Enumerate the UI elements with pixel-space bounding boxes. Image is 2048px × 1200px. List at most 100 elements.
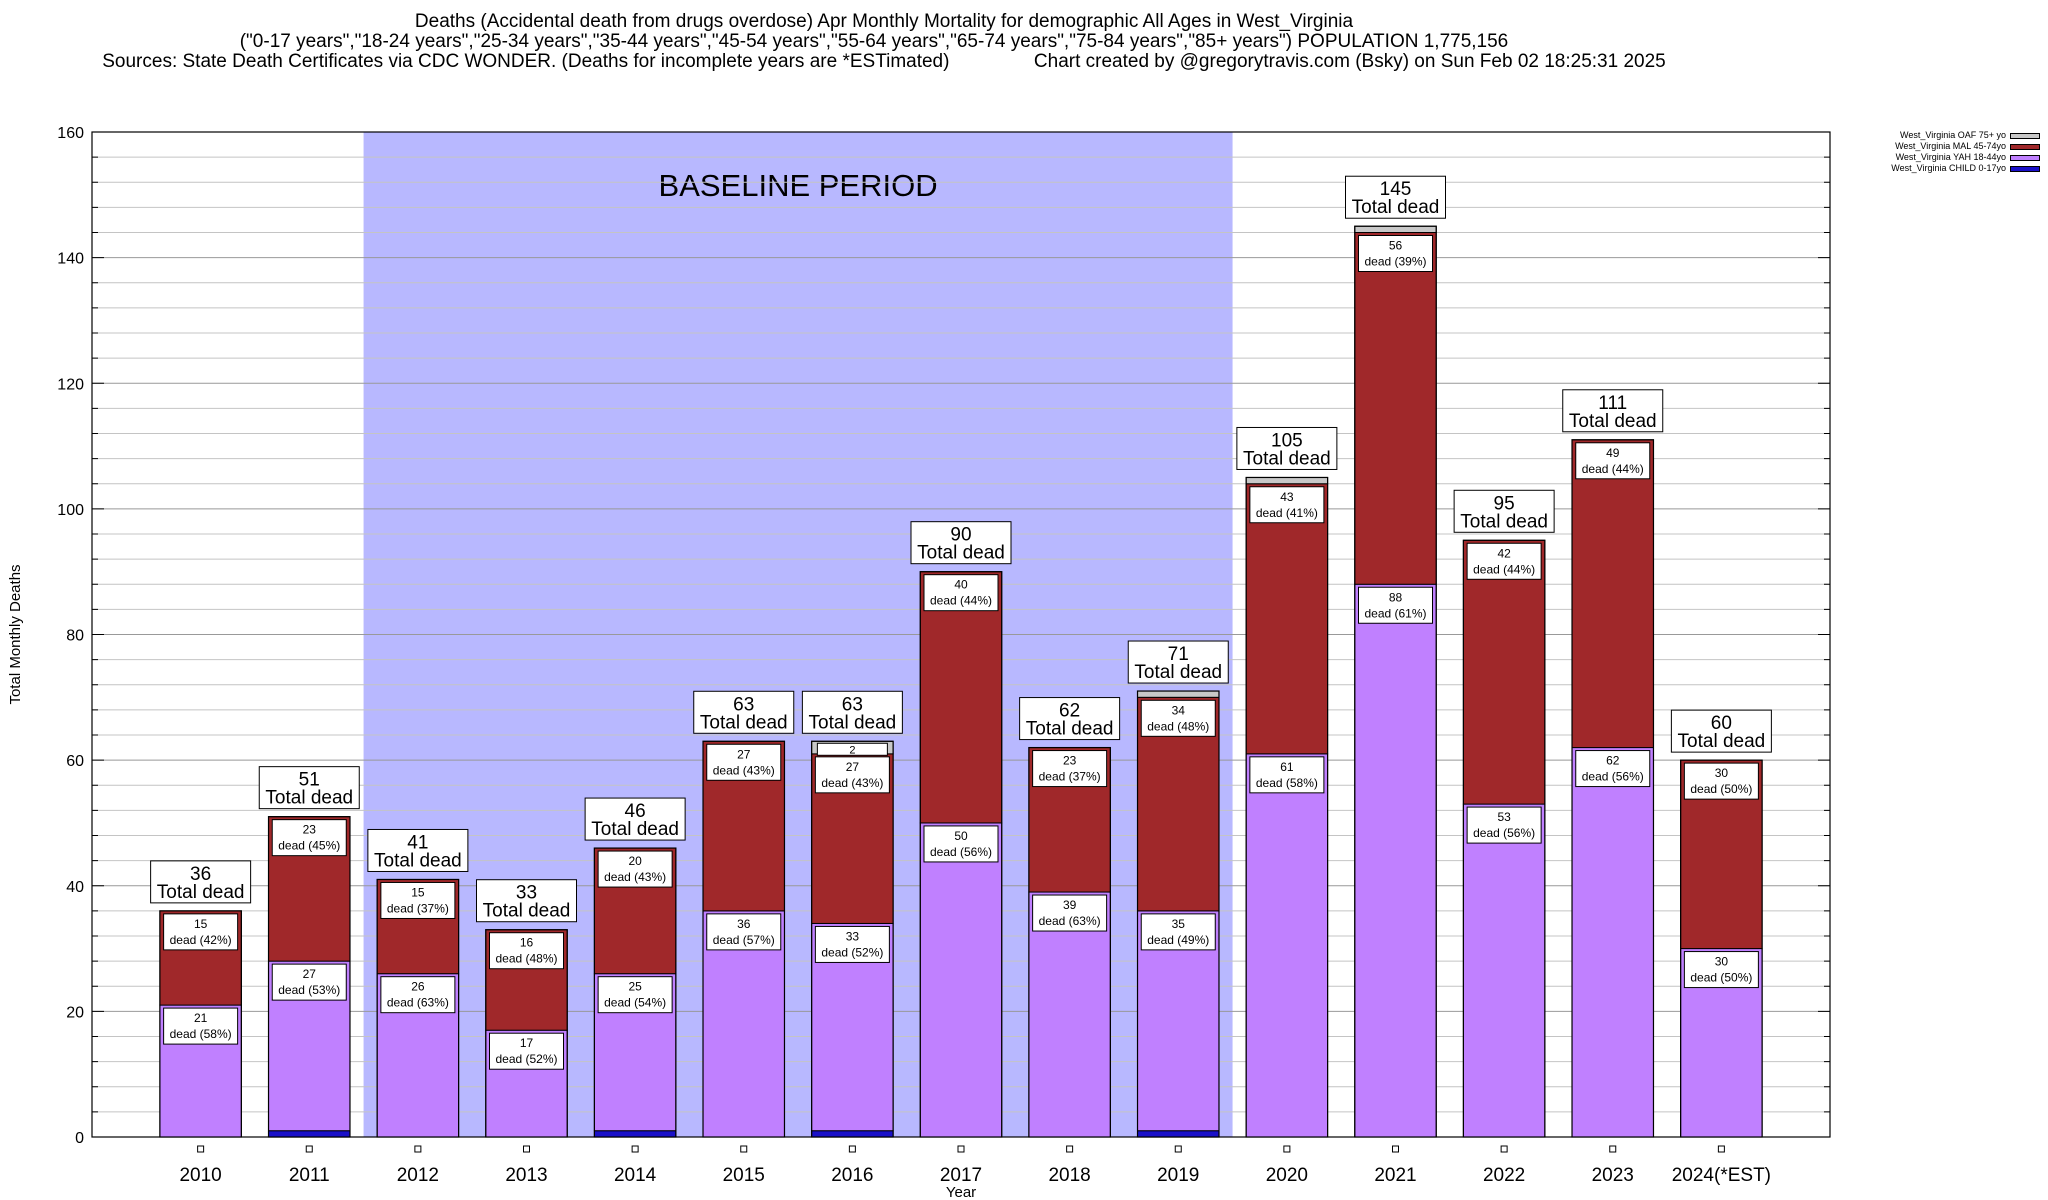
mal-label-pct: dead (44%) (1582, 462, 1644, 476)
mal-label-value: 20 (628, 854, 642, 868)
total-value: 63 (842, 694, 863, 715)
mal-label-box (1466, 542, 1542, 580)
bar-segment-child (811, 1130, 894, 1138)
x-tick-label: 2024(*EST) (1672, 1165, 1771, 1186)
total-suffix: Total dead (809, 712, 897, 733)
yah-label-pct: dead (52%) (821, 945, 883, 959)
x-tick-label: 2022 (1483, 1165, 1525, 1186)
mal-label-pct: dead (37%) (387, 901, 449, 915)
yah-label-pct: dead (56%) (930, 845, 992, 859)
total-value: 41 (407, 832, 428, 853)
bar-outline (1680, 759, 1763, 1138)
total-suffix: Total dead (1243, 448, 1331, 469)
chart-source-line: Sources: State Death Certificates via CD… (102, 51, 1666, 72)
yah-label-box (163, 1007, 239, 1045)
bar-outline (1245, 476, 1329, 1138)
yah-label-value: 50 (954, 829, 968, 843)
total-value: 51 (299, 770, 320, 791)
yah-label-value: 21 (194, 1011, 208, 1025)
y-tick-label: 60 (66, 753, 84, 770)
yah-label-box (1032, 894, 1108, 932)
mal-label-value: 42 (1497, 546, 1511, 560)
legend-swatch (2010, 132, 2040, 139)
mal-label-value: 30 (1715, 766, 1729, 780)
x-marker (740, 1145, 748, 1153)
mal-label-value: 43 (1280, 490, 1294, 504)
bar-segment-child (1137, 1130, 1220, 1138)
chart-subtitle: ("0-17 years","18-24 years","25-34 years… (239, 31, 1509, 52)
total-label-box (1562, 389, 1664, 433)
total-label-box (367, 828, 469, 872)
bar-segment-mal (1245, 483, 1329, 755)
x-marker (957, 1145, 965, 1153)
total-label-box (801, 690, 903, 734)
yah-label-value: 30 (1715, 955, 1729, 969)
mal-label-box (1249, 486, 1325, 524)
total-suffix: Total dead (700, 712, 788, 733)
total-suffix: Total dead (1678, 731, 1766, 752)
total-suffix: Total dead (917, 543, 1005, 564)
x-tick-label: 2015 (723, 1165, 765, 1186)
bar-outline (485, 929, 568, 1138)
yah-label-box (1249, 756, 1325, 794)
yah-label-value: 88 (1389, 590, 1403, 604)
x-marker (1609, 1145, 1617, 1153)
total-value: 33 (516, 883, 537, 904)
x-tick-label: 2012 (397, 1165, 439, 1186)
yah-label-pct: dead (50%) (1690, 971, 1752, 985)
mal-label-value: 27 (846, 760, 860, 774)
mal-label-box (489, 932, 564, 970)
mal-label-pct: dead (37%) (1039, 770, 1101, 784)
mal-label-pct: dead (44%) (930, 594, 992, 608)
bar-outline (159, 910, 242, 1138)
bar-segment-child (268, 1130, 351, 1138)
legend-label: West_Virginia MAL 45-74yo (1895, 141, 2006, 151)
yah-label-box (1358, 586, 1433, 624)
total-label-box (1345, 175, 1446, 219)
total-value: 36 (190, 864, 211, 885)
mal-label-pct: dead (45%) (278, 839, 340, 853)
legend-label: West_Virginia OAF 75+ yo (1900, 130, 2006, 140)
mal-label-pct: dead (48%) (495, 952, 557, 966)
mal-label-box (380, 881, 456, 919)
x-tick-label: 2017 (940, 1165, 982, 1186)
mal-label-box (706, 743, 782, 781)
bar-segment-yah (1354, 583, 1437, 1138)
mal-label-box (923, 574, 999, 612)
total-suffix: Total dead (1569, 411, 1657, 432)
yah-label-box (814, 925, 890, 963)
bar-outline (919, 571, 1003, 1138)
yah-label-pct: dead (56%) (1473, 826, 1535, 840)
total-suffix: Total dead (591, 819, 679, 840)
bar-outline (593, 847, 677, 1138)
total-value: 71 (1168, 644, 1189, 665)
yah-label-value: 39 (1063, 898, 1077, 912)
mal-label-value: 56 (1389, 239, 1403, 253)
x-marker (848, 1145, 856, 1153)
total-suffix: Total dead (374, 850, 462, 871)
bar-segment-yah (1028, 891, 1111, 1138)
yah-label-box (1466, 806, 1542, 844)
bar-segment-mal (1462, 539, 1546, 805)
yah-label-box (380, 976, 456, 1014)
mal-label-pct: dead (42%) (170, 933, 232, 947)
y-tick-label: 40 (66, 879, 84, 896)
x-tick-label: 2010 (179, 1165, 221, 1186)
y-tick-label: 140 (57, 251, 84, 268)
total-value: 145 (1380, 179, 1412, 200)
chart-legend: West_Virginia OAF 75+ yo West_Virginia MA… (1891, 130, 2040, 174)
total-suffix: Total dead (1460, 511, 1548, 532)
mal-label-box (597, 850, 673, 888)
legend-label: West_Virginia CHILD 0-17yo (1891, 163, 2006, 173)
yah-label-pct: dead (53%) (278, 983, 340, 997)
x-tick-label: 2018 (1048, 1165, 1090, 1186)
bar-outline (1462, 539, 1546, 1138)
y-tick-label: 160 (57, 125, 84, 142)
x-tick-label: 2014 (614, 1165, 657, 1186)
bar-outline (1136, 690, 1220, 1138)
bar-segment-yah (1571, 747, 1654, 1138)
bar-segment-oaf (1137, 690, 1220, 698)
bar-segment-yah (919, 822, 1003, 1138)
total-value: 95 (1494, 493, 1515, 514)
total-suffix: Total dead (1026, 719, 1114, 740)
